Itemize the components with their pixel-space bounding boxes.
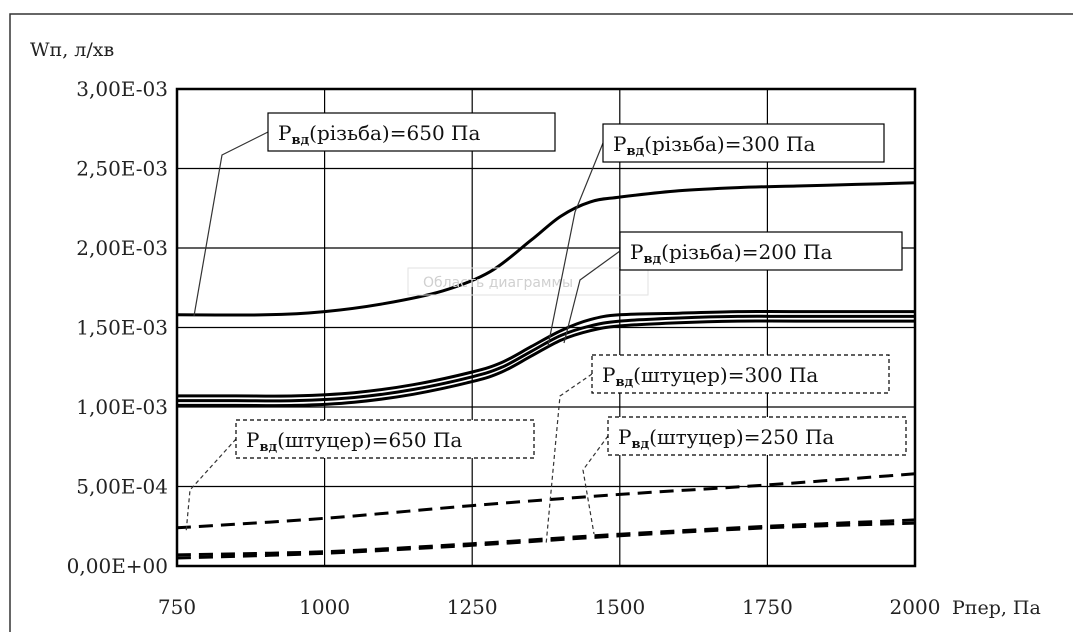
y-tick-label: 3,00E-03 — [76, 77, 168, 101]
series-label-s300: Рвд(штуцер)=300 Па — [545, 354, 890, 546]
leader-line — [547, 142, 604, 347]
series-line-r200 — [177, 314, 915, 403]
label-box — [619, 231, 903, 271]
x-axis-title: Рпер, Па — [952, 597, 1041, 619]
y-tick-label: 1,00E-03 — [76, 395, 168, 419]
series-line-r_lower — [177, 319, 915, 408]
label-text: Рвд(різьба)=300 Па — [613, 132, 815, 159]
leader-line — [563, 250, 621, 344]
label-box — [267, 112, 556, 152]
label-text: Рвд(штуцер)=250 Па — [618, 425, 834, 452]
series-labels: Рвд(різьба)=650 Па Рвд(різьба)=300 Па Рвд(… — [185, 112, 907, 546]
series-label-s650: Рвд(штуцер)=650 Па — [185, 419, 535, 534]
plot-area-border — [175, 87, 917, 568]
label-box — [602, 123, 885, 163]
x-tick-label: 750 — [158, 595, 196, 619]
plot-area-placeholder: Область диаграммы — [407, 267, 649, 296]
series-lines — [176, 181, 916, 560]
series-line-r300 — [177, 309, 915, 398]
label-text: Рвд(штуцер)=300 Па — [602, 363, 818, 390]
y-tick-label: 5,00E-04 — [76, 475, 168, 499]
x-tick-label: 1250 — [447, 595, 498, 619]
x-tick-label: 1750 — [742, 595, 793, 619]
label-text: Рвд(різьба)=650 Па — [278, 121, 480, 148]
label-box — [591, 354, 890, 394]
series-label-r200: Рвд(різьба)=200 Па — [563, 231, 903, 344]
series-label-s250: Рвд(штуцер)=250 Па — [582, 416, 907, 535]
label-box — [235, 419, 535, 459]
y-tick-label: 2,00E-03 — [76, 236, 168, 260]
y-tick-label: 0,00E+00 — [67, 554, 168, 578]
y-tick-labels: 0,00E+00 5,00E-04 1,00E-03 1,50E-03 2,00E-03… — [67, 77, 168, 578]
svg-text:Область диаграммы: Область диаграммы — [423, 275, 573, 291]
x-tick-label: 2000 — [890, 595, 941, 619]
leader-line — [185, 438, 237, 534]
leader-line — [193, 131, 269, 317]
y-axis-title: Wп, л/хв — [30, 39, 114, 61]
label-box — [607, 416, 907, 456]
x-tick-label: 1000 — [299, 595, 350, 619]
x-tick-labels: 750 1000 1250 1500 1750 2000 — [158, 595, 941, 619]
x-tick-label: 1500 — [594, 595, 645, 619]
series-line-r650 — [176, 181, 916, 317]
leader-line — [545, 373, 593, 546]
leader-line — [582, 435, 609, 535]
label-text: Рвд(різьба)=200 Па — [630, 240, 832, 267]
label-text: Рвд(штуцер)=650 Па — [246, 428, 462, 455]
y-tick-label: 1,50E-03 — [76, 316, 168, 340]
y-tick-label: 2,50E-03 — [76, 157, 168, 181]
series-label-r300: Рвд(різьба)=300 Па — [547, 123, 885, 347]
series-label-r650: Рвд(різьба)=650 Па — [193, 112, 556, 317]
